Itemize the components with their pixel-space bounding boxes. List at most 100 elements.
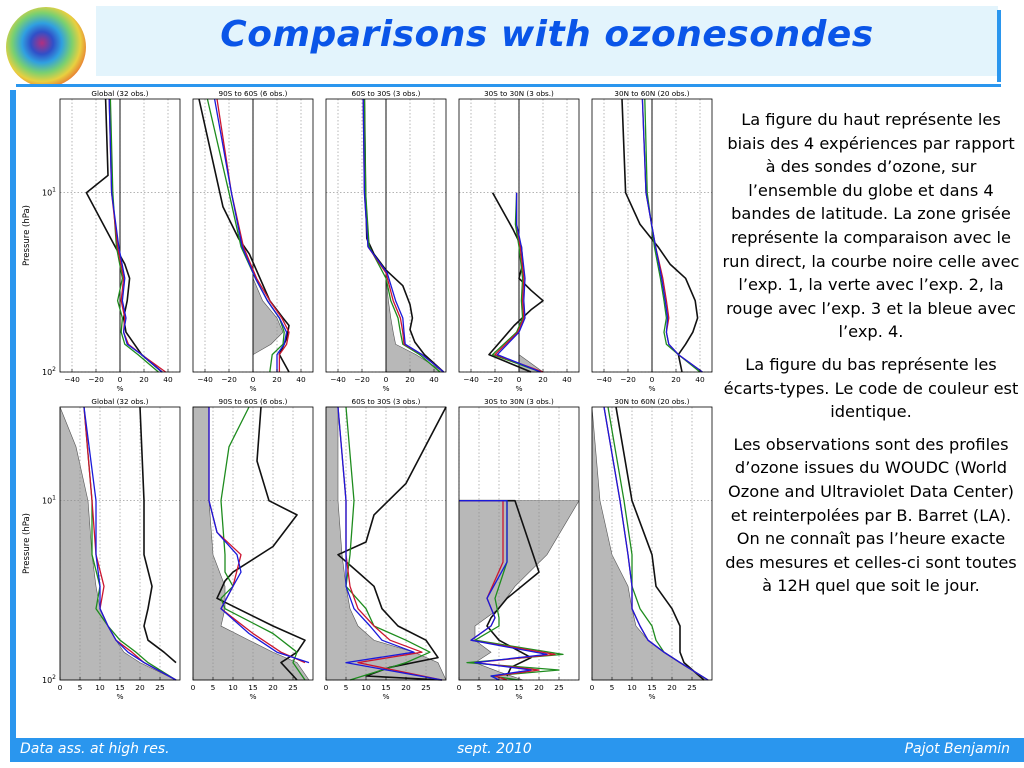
panel-title: 90S to 60S (6 obs.)	[219, 397, 288, 406]
x-tick-label: 25	[421, 683, 431, 692]
ozone-comparison-figure: Pressure (hPa) 101 102 Global (32 obs.) −40−…	[20, 88, 720, 700]
series-line-exp1	[615, 406, 705, 681]
series-line-exp4	[459, 500, 548, 681]
y-tick-label: 102	[42, 674, 56, 685]
x-tick-label: −40	[596, 375, 612, 384]
x-axis-label: %	[249, 692, 256, 700]
x-tick-label: 5	[78, 683, 83, 692]
x-tick-label: 0	[384, 375, 389, 384]
x-tick-label: 20	[538, 375, 548, 384]
x-axis-label: %	[116, 692, 123, 700]
x-tick-label: 10	[95, 683, 105, 692]
panel-title: Global (32 obs.)	[91, 89, 148, 98]
series-line-exp4	[337, 406, 443, 681]
x-tick-label: 0	[590, 683, 595, 692]
series-line-exp4	[208, 407, 310, 664]
y-axis-label: Pressure (hPa)	[22, 513, 32, 574]
series-line-exp4	[641, 98, 703, 373]
series-line-exp2	[363, 98, 441, 373]
panel-title: 30N to 60N (20 obs.)	[614, 397, 689, 406]
x-tick-label: 0	[251, 375, 256, 384]
footer-bar: Data ass. at high res. sept. 2010 Pajot …	[10, 738, 1024, 762]
x-tick-label: 5	[610, 683, 615, 692]
paragraph-observations: Les observations sont des profiles d’ozo…	[725, 434, 1017, 596]
y-tick-label: 101	[42, 187, 56, 198]
x-axis-label: %	[116, 384, 123, 393]
x-tick-label: 0	[191, 683, 196, 692]
x-axis-label: %	[382, 384, 389, 393]
x-tick-label: 10	[627, 683, 637, 692]
x-tick-label: 0	[517, 375, 522, 384]
series-line-exp4	[83, 406, 177, 681]
y-tick-label: 102	[42, 366, 56, 377]
slide-title: Comparisons with ozonesondes	[220, 14, 874, 55]
x-tick-label: 40	[429, 375, 439, 384]
x-axis-label: %	[249, 384, 256, 393]
x-tick-label: 40	[163, 375, 173, 384]
y-axis-label: Pressure (hPa)	[22, 205, 32, 266]
x-tick-label: 0	[457, 683, 462, 692]
x-tick-label: 5	[477, 683, 482, 692]
x-tick-label: 40	[562, 375, 572, 384]
series-line-exp1	[459, 499, 540, 677]
x-tick-label: −20	[620, 375, 636, 384]
x-tick-label: 20	[268, 683, 278, 692]
x-tick-label: 25	[687, 683, 697, 692]
x-tick-label: 40	[695, 375, 705, 384]
x-tick-label: 0	[324, 683, 329, 692]
x-axis-label: %	[515, 692, 522, 700]
x-tick-label: 15	[381, 683, 391, 692]
x-tick-label: 10	[361, 683, 371, 692]
x-tick-label: 0	[118, 375, 123, 384]
series-line-exp2	[491, 192, 541, 373]
series-line-exp4	[108, 98, 163, 373]
paragraph-bias: La figure du haut représente les biais d…	[722, 110, 1020, 342]
series-line-exp4	[213, 98, 288, 372]
x-tick-label: −40	[197, 375, 213, 384]
x-tick-label: 15	[514, 683, 524, 692]
x-tick-label: 20	[401, 683, 411, 692]
x-tick-label: 0	[650, 375, 655, 384]
x-tick-label: 20	[272, 375, 282, 384]
series-line-exp4	[603, 406, 709, 681]
panel-title: 60S to 30S (3 obs.)	[352, 89, 421, 98]
top-rule	[16, 84, 1001, 87]
panel-title: 30S to 30N (3 obs.)	[484, 89, 554, 98]
x-tick-label: 40	[296, 375, 306, 384]
x-tick-label: 20	[667, 683, 677, 692]
x-axis-label: %	[648, 692, 655, 700]
footer-date: sept. 2010	[457, 741, 532, 757]
description-text: La figure du haut représente les biais d…	[722, 108, 1020, 607]
footer-author: Pajot Benjamin	[904, 741, 1010, 757]
x-tick-label: 15	[248, 683, 258, 692]
x-tick-label: 20	[139, 375, 149, 384]
x-tick-label: 25	[554, 683, 564, 692]
panel-title: 90S to 60S (6 obs.)	[219, 89, 288, 98]
slide-header: Comparisons with ozonesondes	[0, 0, 1024, 90]
series-line-exp1	[621, 98, 699, 373]
x-axis-label: %	[515, 384, 522, 393]
y-tick-label: 101	[42, 495, 56, 506]
x-tick-label: 5	[344, 683, 349, 692]
x-tick-label: 20	[534, 683, 544, 692]
x-tick-label: −40	[463, 375, 479, 384]
series-line-exp4	[496, 192, 541, 373]
x-tick-label: 10	[494, 683, 504, 692]
series-line-exp2	[345, 406, 431, 681]
x-tick-label: −20	[354, 375, 370, 384]
x-tick-label: −20	[221, 375, 237, 384]
panel-title: 60S to 30S (3 obs.)	[352, 397, 421, 406]
x-tick-label: 20	[135, 683, 145, 692]
footer-left: Data ass. at high res.	[20, 741, 170, 757]
x-tick-label: 10	[228, 683, 238, 692]
paragraph-stdev: La figure du bas représente les écarts-t…	[723, 354, 1019, 422]
x-axis-label: %	[648, 384, 655, 393]
series-line-exp1	[85, 98, 163, 373]
x-axis-label: %	[382, 692, 389, 700]
x-tick-label: 15	[115, 683, 125, 692]
x-tick-label: 5	[211, 683, 216, 692]
x-tick-label: −40	[64, 375, 80, 384]
x-tick-label: −20	[88, 375, 104, 384]
series-line-exp2	[220, 406, 306, 681]
